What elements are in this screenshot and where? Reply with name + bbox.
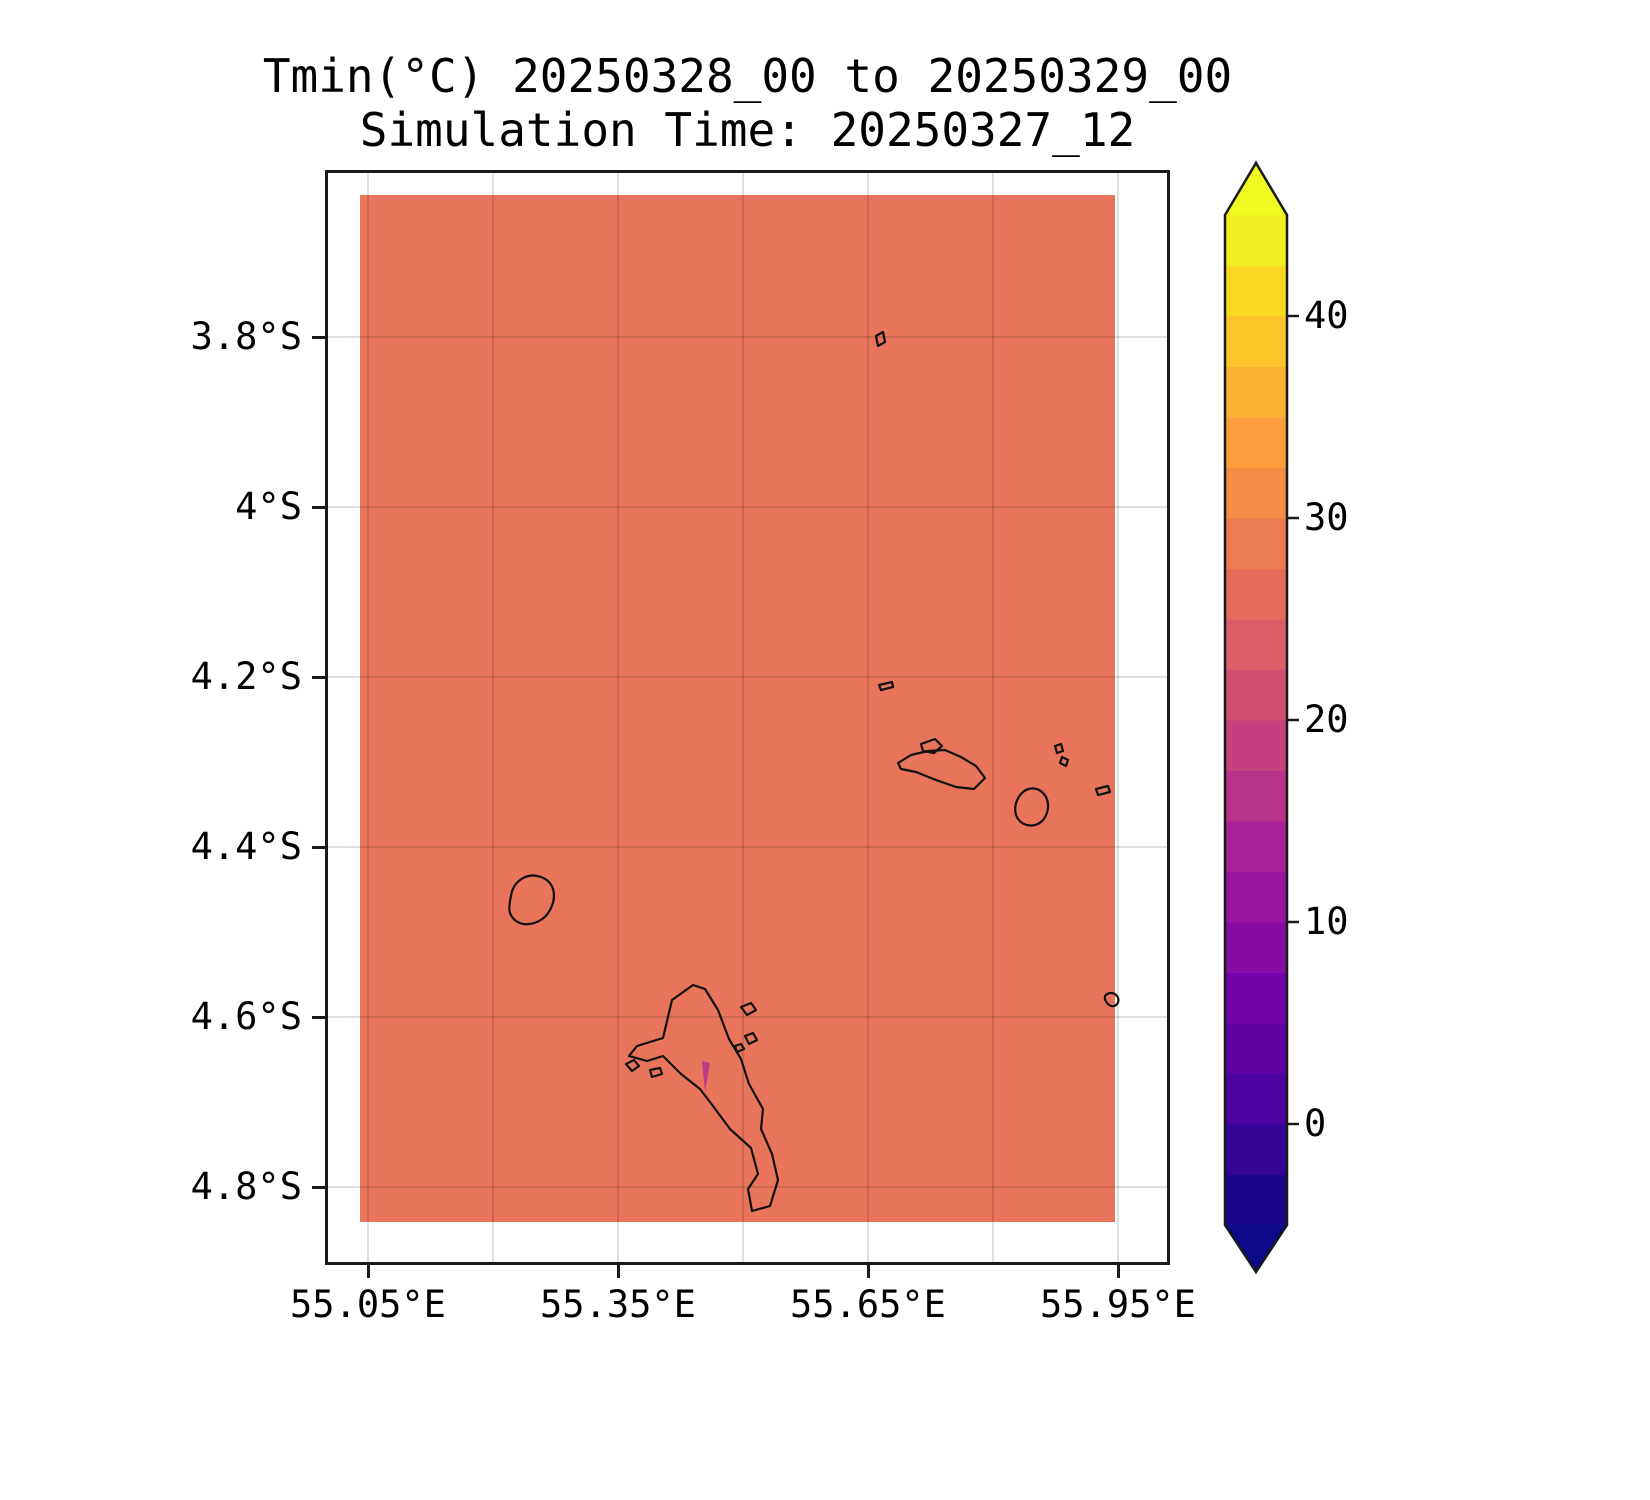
island-la-digue	[1014, 787, 1050, 827]
gridline-meridian	[367, 170, 369, 1265]
island-ste-anne	[739, 1001, 758, 1017]
gridline-parallel	[325, 336, 1170, 338]
island-praslin	[896, 748, 987, 791]
y-tick-mark	[312, 335, 325, 339]
plot-title: Tmin(°C) 20250328_00 to 20250329_00	[262, 49, 1233, 103]
y-tick-mark	[312, 1015, 325, 1019]
colorbar-band	[1225, 619, 1287, 671]
colorbar-band	[1225, 922, 1287, 974]
y-tick-label: 4.2°S	[190, 655, 302, 698]
island-curieuse	[919, 737, 944, 755]
x-tick-mark	[616, 1265, 620, 1278]
y-tick-mark	[312, 1185, 325, 1189]
mahe-highland-cool-patch	[702, 1061, 710, 1092]
gridline-meridian	[742, 170, 744, 1265]
gridline-parallel	[325, 676, 1170, 678]
colorbar-band	[1225, 568, 1287, 620]
colorbar-band	[1225, 1174, 1287, 1226]
x-tick-mark	[866, 1265, 870, 1278]
island-long-island	[733, 1042, 746, 1054]
island-mahe	[627, 983, 780, 1213]
x-tick-mark	[366, 1265, 370, 1278]
colorbar-tick-label: 0	[1304, 1102, 1327, 1145]
colorbar-band	[1225, 720, 1287, 772]
y-tick-label: 4.4°S	[190, 825, 302, 868]
colorbar-outline	[1223, 160, 1289, 1275]
colorbar-band	[1225, 770, 1287, 822]
y-tick-label: 4.6°S	[190, 995, 302, 1038]
colorbar-band	[1225, 1073, 1287, 1125]
gridline-meridian	[992, 170, 994, 1265]
island-conception	[648, 1066, 664, 1079]
colorbar-band	[1225, 467, 1287, 519]
plot-subtitle: Simulation Time: 20250327_12	[359, 103, 1136, 157]
y-tick-mark	[312, 505, 325, 509]
y-tick-label: 3.8°S	[190, 315, 302, 358]
island-fregate	[1103, 991, 1120, 1008]
x-tick-label: 55.65°E	[790, 1283, 946, 1326]
colorbar-band	[1225, 972, 1287, 1024]
gridline-parallel	[325, 1016, 1170, 1018]
island-north-island	[874, 330, 887, 348]
map-axes	[325, 170, 1170, 1265]
colorbar-band	[1225, 417, 1287, 469]
colorbar-band	[1225, 265, 1287, 317]
coastlines	[508, 330, 1120, 1213]
island-cerf	[743, 1031, 759, 1046]
colorbar-tick-label: 30	[1304, 496, 1349, 539]
colorbar-band	[1225, 821, 1287, 873]
gridline-meridian	[492, 170, 494, 1265]
colorbar-tick-label: 40	[1304, 294, 1349, 337]
colorbar-tick-label: 10	[1304, 900, 1349, 943]
y-tick-label: 4.8°S	[190, 1165, 302, 1208]
colorbar-over-arrow	[1225, 163, 1287, 215]
gridline-meridian	[617, 170, 619, 1265]
colorbar-band	[1225, 1023, 1287, 1075]
gridline-meridian	[1117, 170, 1119, 1265]
colorbar-band	[1225, 215, 1287, 267]
island-east-islet	[1094, 784, 1112, 797]
colorbar-band	[1225, 366, 1287, 418]
colorbar-under-arrow	[1225, 1225, 1287, 1272]
y-tick-mark	[312, 675, 325, 679]
gridline-parallel	[325, 1186, 1170, 1188]
colorbar-band	[1225, 316, 1287, 368]
colorbar-band	[1225, 669, 1287, 721]
colorbar-band	[1225, 1124, 1287, 1176]
island-felicite	[1053, 742, 1065, 755]
island-marianne	[1058, 755, 1070, 768]
y-tick-mark	[312, 845, 325, 849]
x-tick-mark	[1116, 1265, 1120, 1278]
x-tick-label: 55.35°E	[540, 1283, 696, 1326]
island-aride	[877, 680, 895, 692]
x-tick-label: 55.05°E	[290, 1283, 446, 1326]
colorbar-tick-label: 20	[1304, 698, 1349, 741]
colorbar-band	[1225, 518, 1287, 570]
island-therese	[624, 1058, 641, 1073]
island-silhouette	[508, 874, 556, 926]
y-tick-label: 4°S	[235, 485, 302, 528]
gridline-parallel	[325, 846, 1170, 848]
x-tick-label: 55.95°E	[1040, 1283, 1196, 1326]
gridline-meridian	[867, 170, 869, 1265]
gridline-parallel	[325, 506, 1170, 508]
colorbar-band	[1225, 871, 1287, 923]
